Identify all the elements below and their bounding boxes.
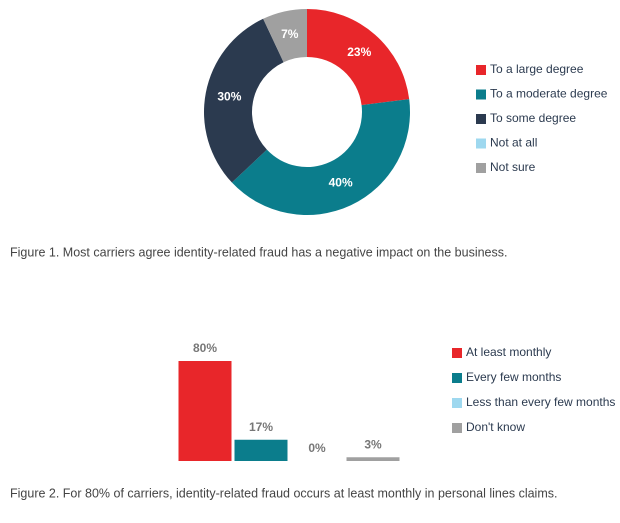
- caption: Figure 2. For 80% of carriers, identity-…: [10, 486, 557, 500]
- legend-swatch: [476, 138, 486, 149]
- data-label: 3%: [364, 437, 382, 451]
- donut-slice: [231, 99, 410, 215]
- legend-swatch: [476, 163, 486, 173]
- data-label: 80%: [193, 341, 217, 355]
- donut-slice: [204, 18, 284, 183]
- data-label: 7%: [281, 27, 299, 41]
- legend-label: Don't know: [466, 420, 525, 434]
- legend-swatch: [452, 348, 462, 358]
- legend-label: At least monthly: [466, 345, 551, 359]
- bar: [346, 457, 400, 461]
- data-label: 30%: [217, 89, 241, 103]
- legend-label: To some degree: [490, 111, 576, 125]
- bar: [178, 361, 232, 461]
- data-label: 17%: [249, 420, 273, 434]
- data-label: 40%: [329, 176, 353, 190]
- donut-slice: [263, 9, 307, 63]
- legend-swatch: [452, 398, 462, 408]
- donut-slice: [307, 9, 410, 106]
- bar: [234, 439, 288, 461]
- legend-swatch: [452, 423, 462, 433]
- data-label: 23%: [347, 45, 371, 59]
- legend-label: Less than every few months: [466, 395, 615, 409]
- legend-swatch: [476, 114, 486, 124]
- data-label: 0%: [308, 441, 326, 455]
- legend-swatch: [452, 373, 462, 383]
- caption: Figure 1. Most carriers agree identity-r…: [10, 245, 507, 259]
- legend-label: Every few months: [466, 370, 561, 384]
- legend-swatch: [476, 65, 486, 75]
- legend-swatch: [476, 89, 486, 100]
- legend-label: To a moderate degree: [490, 87, 608, 101]
- legend-label: To a large degree: [490, 62, 584, 76]
- legend-label: Not sure: [490, 160, 536, 174]
- legend-label: Not at all: [490, 136, 537, 150]
